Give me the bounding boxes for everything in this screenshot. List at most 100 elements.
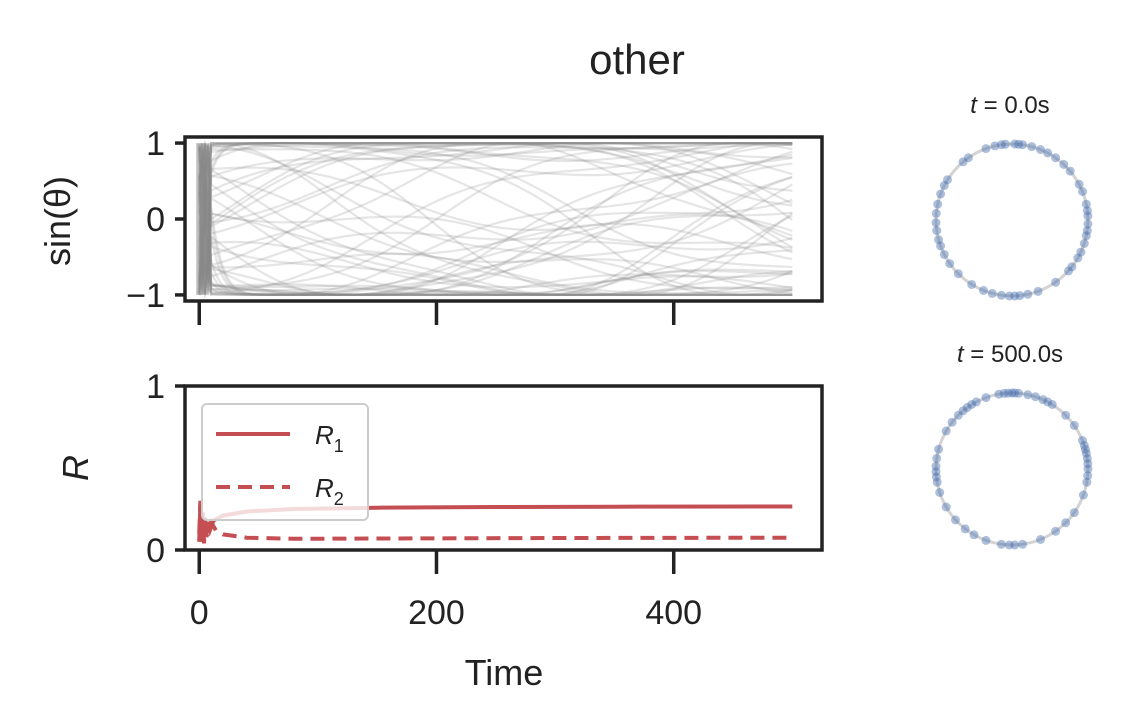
phase-plot: −1 0 1 sin(θ) (37, 125, 824, 325)
phase-trajectory (198, 143, 793, 295)
phase-trajectory (198, 143, 793, 182)
oscillator-point (994, 389, 1004, 399)
order-plot-frame (183, 384, 824, 552)
oscillator-point (981, 393, 991, 403)
oscillator-point (1079, 441, 1089, 450)
oscillator-point (1081, 231, 1091, 241)
oscillator-point (1079, 239, 1089, 248)
oscillator-point (1065, 166, 1075, 176)
initial-transient (196, 143, 207, 295)
oscillator-point (981, 144, 991, 154)
phase-trajectory (198, 190, 793, 296)
oscillator-point (1064, 266, 1073, 276)
oscillator-point (941, 426, 951, 436)
phase-trajectory (198, 142, 793, 215)
phase-trajectory (198, 142, 793, 282)
oscillator-point (969, 530, 979, 540)
oscillator-point (1051, 153, 1061, 163)
oscillator-point (1043, 148, 1053, 158)
phase-trajectory (198, 207, 793, 296)
oscillator-point (981, 535, 991, 545)
oscillator-point (960, 524, 970, 534)
phase-trajectory (198, 159, 793, 291)
oscillator-point (1081, 199, 1091, 209)
oscillator-point (933, 199, 943, 209)
phase-trajectory (198, 142, 793, 207)
phase-plot-ticks: −1 0 1 (126, 125, 676, 325)
order-plot-ylabel: R (55, 455, 96, 481)
oscillator-point (951, 515, 960, 525)
phase-trajectory (198, 162, 793, 294)
oscillator-point (1061, 518, 1071, 528)
oscillator-point (962, 403, 972, 412)
oscillator-point (1027, 142, 1037, 152)
phase-trajectory (198, 142, 793, 296)
phase-trajectory (198, 143, 793, 296)
oscillator-point (1018, 140, 1028, 150)
phase-trajectory (198, 142, 793, 296)
oscillator-point (979, 286, 988, 295)
phase-trajectory (198, 156, 793, 296)
oscillator-point (1031, 392, 1040, 402)
oscillator-point (1083, 211, 1093, 221)
series-r2 (197, 500, 793, 544)
phase-trajectory (198, 142, 793, 296)
phase-trajectory (198, 142, 793, 291)
phase-trajectory (198, 142, 793, 274)
oscillator-point (1014, 388, 1024, 398)
phase-trajectory (198, 142, 793, 250)
oscillator-point (1081, 448, 1091, 458)
oscillator-point (1083, 471, 1093, 481)
order-plot-xlabel: Time (465, 652, 544, 693)
oscillator-point (1083, 219, 1093, 229)
oscillator-point (953, 269, 963, 279)
x-tick-label: 400 (645, 594, 702, 632)
oscillator-point (1074, 179, 1084, 189)
legend-label-r1: R1 (315, 420, 344, 456)
oscillator-point (1023, 289, 1033, 299)
order-plot-ticks: 0 200 400 0 1 (146, 368, 702, 632)
phase-trajectory (198, 142, 793, 275)
oscillator-point (999, 388, 1009, 398)
phase-trajectory (198, 142, 793, 269)
phase-trajectory (198, 142, 793, 296)
phase-trajectory (198, 145, 793, 290)
oscillator-point (1078, 187, 1087, 196)
phase-trajectory (198, 142, 793, 269)
phase-trajectory (198, 147, 793, 296)
oscillator-point (1082, 477, 1092, 487)
phase-trajectory (198, 143, 793, 296)
phase-trajectories (196, 139, 793, 300)
oscillator-point (936, 189, 946, 199)
oscillator-point (932, 226, 942, 236)
oscillator-point (936, 241, 946, 251)
phase-trajectory (198, 139, 793, 282)
oscillator-point (1083, 459, 1093, 469)
phase-trajectory (198, 160, 793, 295)
order-parameter-plot: 0 200 400 0 1 Time R R1 R2 (55, 368, 824, 693)
phase-trajectory (198, 152, 793, 296)
oscillator-point (1033, 286, 1043, 296)
oscillator-point (958, 157, 968, 167)
phase-trajectory (198, 146, 793, 300)
oscillator-point (1000, 139, 1010, 149)
y-tick-label: 1 (146, 125, 165, 163)
phase-trajectory (198, 153, 793, 296)
oscillator-point (1078, 490, 1088, 500)
oscillator-point (1073, 253, 1083, 263)
oscillator-point (1010, 139, 1020, 149)
oscillator-point (958, 406, 968, 416)
oscillator-point (953, 410, 963, 420)
phase-trajectory (198, 142, 793, 218)
oscillator-point (947, 417, 957, 427)
order-parameter-lines (197, 500, 793, 544)
y-tick-label: 1 (146, 368, 165, 406)
oscillator-point (934, 235, 944, 245)
oscillator-point (1010, 540, 1020, 550)
oscillator-point (990, 141, 1000, 151)
oscillator-point (1082, 453, 1092, 463)
oscillator-point (1076, 247, 1086, 257)
oscillator-point (1014, 139, 1024, 149)
oscillator-point (941, 502, 951, 512)
